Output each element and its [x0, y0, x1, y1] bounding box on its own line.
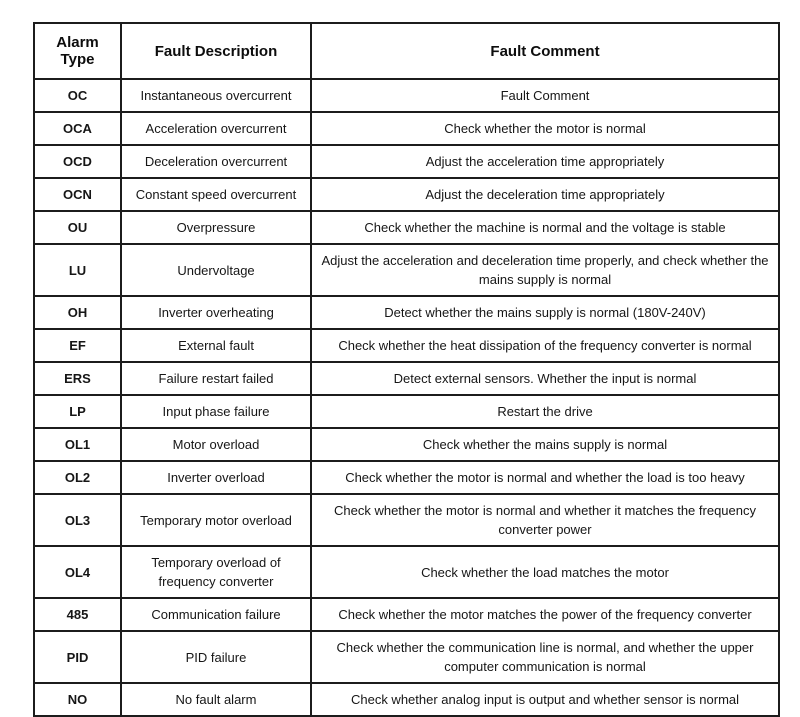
- fault-comment-cell: Fault Comment: [310, 78, 780, 113]
- fault-comment-cell: Check whether the motor is normal and wh…: [310, 493, 780, 547]
- header-alarm-type: Alarm Type: [33, 22, 122, 80]
- fault-comment-cell: Check whether the motor is normal and wh…: [310, 460, 780, 495]
- fault-description-cell: PID failure: [120, 630, 312, 684]
- alarm-type-cell: OL4: [33, 545, 122, 599]
- alarm-type-cell: PID: [33, 630, 122, 684]
- alarm-type-cell: LP: [33, 394, 122, 429]
- alarm-type-cell: OH: [33, 295, 122, 330]
- alarm-type-cell: OL2: [33, 460, 122, 495]
- header-fault-comment: Fault Comment: [310, 22, 780, 80]
- fault-comment-cell: Restart the drive: [310, 394, 780, 429]
- fault-comment-cell: Detect whether the mains supply is norma…: [310, 295, 780, 330]
- fault-description-cell: Motor overload: [120, 427, 312, 462]
- table-row: OH Inverter overheating Detect whether the…: [33, 295, 780, 330]
- table-row: LP Input phase failure Restart the drive: [33, 394, 780, 429]
- table-row: OL2 Inverter overload Check whether the mo…: [33, 460, 780, 495]
- fault-comment-cell: Check whether the machine is normal and …: [310, 210, 780, 245]
- fault-comment-cell: Check whether the heat dissipation of th…: [310, 328, 780, 363]
- table-row: OCD Deceleration overcurrent Adjust the ac…: [33, 144, 780, 179]
- alarm-type-cell: OL1: [33, 427, 122, 462]
- fault-comment-cell: Detect external sensors. Whether the inp…: [310, 361, 780, 396]
- fault-description-cell: Inverter overload: [120, 460, 312, 495]
- table-row: PID PID failure Check whether the communic…: [33, 630, 780, 684]
- table-row: ERS Failure restart failed Detect external…: [33, 361, 780, 396]
- header-fault-description: Fault Description: [120, 22, 312, 80]
- alarm-type-cell: EF: [33, 328, 122, 363]
- fault-description-cell: Acceleration overcurrent: [120, 111, 312, 146]
- table-row: OL4 Temporary overload of frequency conve…: [33, 545, 780, 599]
- alarm-type-cell: OCA: [33, 111, 122, 146]
- alarm-type-cell: OCN: [33, 177, 122, 212]
- fault-comment-cell: Adjust the deceleration time appropriate…: [310, 177, 780, 212]
- table-row: OL3 Temporary motor overload Check whether…: [33, 493, 780, 547]
- table-row: OL1 Motor overload Check whether the mains…: [33, 427, 780, 462]
- alarm-type-cell: OL3: [33, 493, 122, 547]
- fault-description-cell: Undervoltage: [120, 243, 312, 297]
- header-row: Alarm Type Fault Description Fault Comme…: [33, 22, 780, 80]
- fault-comment-cell: Check whether the motor matches the powe…: [310, 597, 780, 632]
- table-row: 485 Communication failure Check whether th…: [33, 597, 780, 632]
- alarm-type-cell: OC: [33, 78, 122, 113]
- fault-description-cell: Failure restart failed: [120, 361, 312, 396]
- table-row: OC Instantaneous overcurrent Fault Comment: [33, 78, 780, 113]
- fault-description-cell: Communication failure: [120, 597, 312, 632]
- fault-comment-cell: Adjust the acceleration time appropriate…: [310, 144, 780, 179]
- alarm-type-cell: OU: [33, 210, 122, 245]
- table-row: OCA Acceleration overcurrent Check whether…: [33, 111, 780, 146]
- fault-description-cell: Input phase failure: [120, 394, 312, 429]
- table-row: OCN Constant speed overcurrent Adjust the …: [33, 177, 780, 212]
- alarm-type-cell: OCD: [33, 144, 122, 179]
- fault-description-cell: Instantaneous overcurrent: [120, 78, 312, 113]
- alarm-type-cell: ERS: [33, 361, 122, 396]
- fault-description-cell: Constant speed overcurrent: [120, 177, 312, 212]
- fault-table-page: Alarm Type Fault Description Fault Comme…: [33, 22, 780, 717]
- fault-code-table: Alarm Type Fault Description Fault Comme…: [33, 22, 780, 717]
- fault-comment-cell: Check whether the communication line is …: [310, 630, 780, 684]
- alarm-type-cell: 485: [33, 597, 122, 632]
- fault-comment-cell: Check whether the load matches the motor: [310, 545, 780, 599]
- table-row: LU Undervoltage Adjust the acceleration an…: [33, 243, 780, 297]
- fault-description-cell: Temporary motor overload: [120, 493, 312, 547]
- fault-comment-cell: Check whether the motor is normal: [310, 111, 780, 146]
- fault-comment-cell: Check whether the mains supply is normal: [310, 427, 780, 462]
- table-row: OU Overpressure Check whether the machine …: [33, 210, 780, 245]
- table-row: EF External fault Check whether the heat d…: [33, 328, 780, 363]
- fault-description-cell: Inverter overheating: [120, 295, 312, 330]
- fault-description-cell: Overpressure: [120, 210, 312, 245]
- fault-description-cell: Deceleration overcurrent: [120, 144, 312, 179]
- alarm-type-cell: LU: [33, 243, 122, 297]
- fault-comment-cell: Adjust the acceleration and deceleration…: [310, 243, 780, 297]
- fault-description-cell: Temporary overload of frequency converte…: [120, 545, 312, 599]
- fault-description-cell: External fault: [120, 328, 312, 363]
